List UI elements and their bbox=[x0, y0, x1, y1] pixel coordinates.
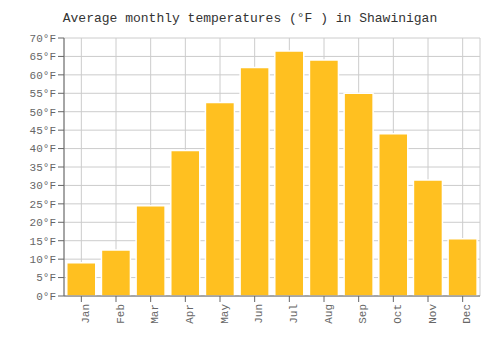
svg-text:Jul: Jul bbox=[288, 304, 300, 324]
svg-text:Feb: Feb bbox=[115, 304, 127, 324]
svg-text:0°F: 0°F bbox=[36, 291, 56, 303]
svg-text:Mar: Mar bbox=[149, 304, 161, 324]
svg-text:10°F: 10°F bbox=[30, 254, 56, 266]
svg-text:15°F: 15°F bbox=[30, 236, 56, 248]
svg-text:Jun: Jun bbox=[253, 304, 265, 324]
svg-text:Aug: Aug bbox=[323, 304, 335, 324]
svg-text:Nov: Nov bbox=[427, 304, 439, 324]
svg-text:50°F: 50°F bbox=[30, 107, 56, 119]
svg-text:30°F: 30°F bbox=[30, 180, 56, 192]
svg-text:Jan: Jan bbox=[80, 304, 92, 324]
svg-text:Dec: Dec bbox=[461, 304, 473, 324]
svg-text:Oct: Oct bbox=[392, 304, 404, 324]
svg-text:65°F: 65°F bbox=[30, 51, 56, 63]
svg-text:45°F: 45°F bbox=[30, 125, 56, 137]
html-text:Average monthly temperatures (: Average monthly temperatures (°F ) in Sh… bbox=[62, 11, 438, 26]
svg-text:5°F: 5°F bbox=[36, 272, 56, 284]
svg-text:25°F: 25°F bbox=[30, 199, 56, 211]
svg-text:Sep: Sep bbox=[357, 304, 369, 324]
svg-text:20°F: 20°F bbox=[30, 217, 56, 229]
svg-text:70°F: 70°F bbox=[30, 33, 56, 45]
svg-text:May: May bbox=[219, 304, 231, 324]
svg-text:35°F: 35°F bbox=[30, 162, 56, 174]
svg-text:40°F: 40°F bbox=[30, 143, 56, 155]
svg-text:55°F: 55°F bbox=[30, 88, 56, 100]
svg-text:Apr: Apr bbox=[184, 304, 196, 324]
svg-text:60°F: 60°F bbox=[30, 70, 56, 82]
